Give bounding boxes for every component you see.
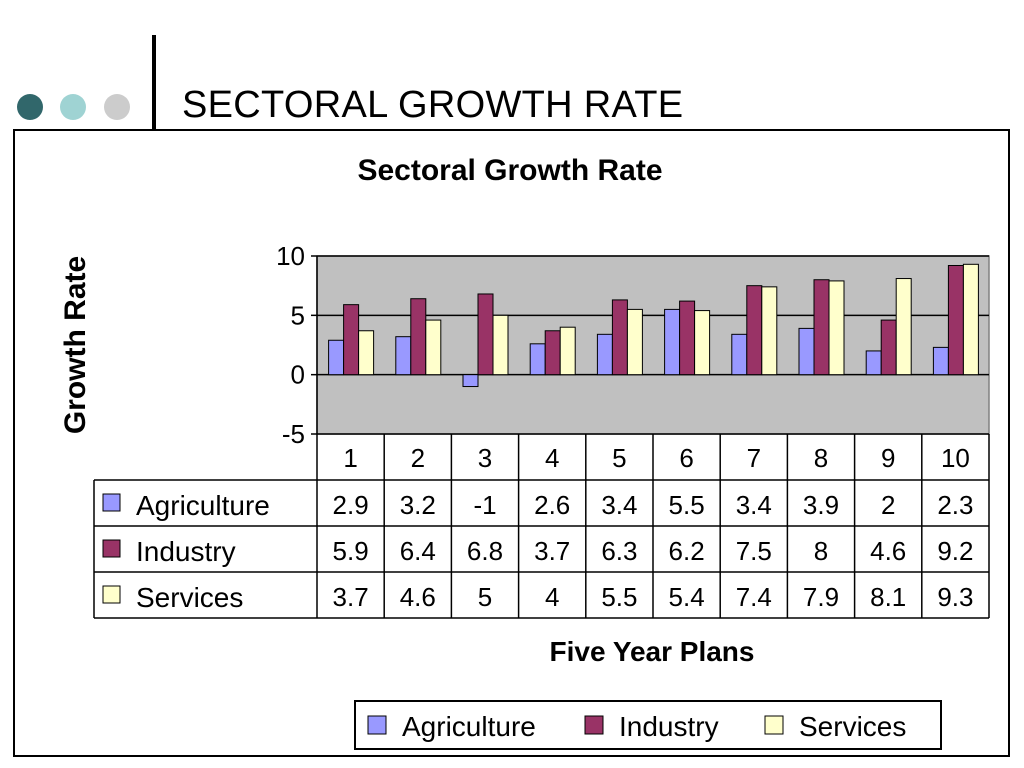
- data-label: 5.5: [669, 490, 705, 520]
- legend-key-services: [765, 716, 783, 734]
- bar-services-1: [359, 331, 374, 375]
- bar-agriculture-10: [933, 347, 948, 374]
- data-label: 4.6: [400, 582, 436, 612]
- table-row-label: Agriculture: [136, 490, 270, 521]
- data-label: 2: [881, 490, 895, 520]
- data-label: 2.3: [937, 490, 973, 520]
- table-legend-key-services: [103, 586, 120, 603]
- bar-industry-3: [478, 294, 493, 375]
- data-label: 3.4: [601, 490, 637, 520]
- chart-title: Sectoral Growth Rate: [357, 154, 662, 187]
- data-label: 6.8: [467, 536, 503, 566]
- bar-chart: Sectoral Growth Rate Growth Rate 10 5 0 -5 1 2 3…: [15, 131, 1010, 757]
- data-label: 4.6: [870, 536, 906, 566]
- bar-services-4: [560, 327, 575, 374]
- x-tick-label: 3: [478, 443, 492, 473]
- bar-industry-10: [948, 265, 963, 374]
- data-label: 8.1: [870, 582, 906, 612]
- data-label: 2.9: [333, 490, 369, 520]
- data-label: 3.4: [736, 490, 772, 520]
- bar-services-9: [896, 279, 911, 375]
- bar-agriculture-6: [665, 309, 680, 374]
- table-legend-key-agriculture: [103, 494, 120, 511]
- bar-agriculture-5: [597, 334, 612, 374]
- bar-agriculture-4: [530, 344, 545, 375]
- bar-agriculture-3: [463, 375, 478, 387]
- slide-dot-grey: [104, 94, 130, 120]
- x-tick-label: 9: [881, 443, 895, 473]
- data-label: 5.5: [601, 582, 637, 612]
- bar-industry-7: [747, 286, 762, 375]
- legend-key-agriculture: [368, 716, 386, 734]
- bar-agriculture-7: [732, 334, 747, 374]
- bar-agriculture-1: [329, 340, 344, 374]
- data-label: 3.9: [803, 490, 839, 520]
- bar-services-6: [695, 311, 710, 375]
- bar-agriculture-8: [799, 328, 814, 374]
- y-tick-label: 5: [291, 300, 305, 330]
- bar-industry-6: [680, 301, 695, 375]
- data-label: 6.3: [601, 536, 637, 566]
- y-axis-label: Growth Rate: [59, 256, 92, 434]
- bar-services-2: [426, 320, 441, 375]
- bar-services-7: [762, 287, 777, 375]
- data-label: 9.3: [937, 582, 973, 612]
- data-label: 5.9: [333, 536, 369, 566]
- bar-services-10: [963, 264, 978, 374]
- data-label: 4: [545, 582, 559, 612]
- table-row-label: Services: [136, 582, 243, 613]
- bar-industry-9: [881, 320, 896, 375]
- x-tick-label: 5: [612, 443, 626, 473]
- x-tick-label: 7: [747, 443, 761, 473]
- slide-dot-teal: [60, 94, 86, 120]
- data-label: 8: [814, 536, 828, 566]
- legend-label: Services: [799, 711, 906, 742]
- x-tick-label: 4: [545, 443, 559, 473]
- data-label: 9.2: [937, 536, 973, 566]
- data-label: 7.5: [736, 536, 772, 566]
- bar-industry-4: [545, 331, 560, 375]
- y-tick-label: 0: [291, 360, 305, 390]
- bar-services-3: [493, 315, 508, 374]
- legend-label: Agriculture: [402, 711, 536, 742]
- data-label: 5: [478, 582, 492, 612]
- data-label: 3.7: [534, 536, 570, 566]
- title-divider: [152, 35, 156, 130]
- x-tick-label: 10: [941, 443, 970, 473]
- bar-services-5: [627, 309, 642, 374]
- data-label: 7.9: [803, 582, 839, 612]
- bar-industry-5: [612, 300, 627, 375]
- legend-label: Industry: [619, 711, 719, 742]
- data-label: 6.4: [400, 536, 436, 566]
- x-tick-label: 2: [411, 443, 425, 473]
- chart-frame: Sectoral Growth Rate Growth Rate 10 5 0 -5 1 2 3…: [13, 129, 1010, 757]
- data-label: 7.4: [736, 582, 772, 612]
- y-tick-label: -5: [282, 419, 305, 449]
- x-axis-label: Five Year Plans: [550, 636, 755, 667]
- data-label: -1: [473, 490, 496, 520]
- data-label: 5.4: [669, 582, 705, 612]
- x-tick-label: 6: [679, 443, 693, 473]
- x-tick-label: 1: [343, 443, 357, 473]
- data-label: 3.7: [333, 582, 369, 612]
- y-tick-label: 10: [276, 241, 305, 271]
- data-label: 6.2: [669, 536, 705, 566]
- table-legend-key-industry: [103, 540, 120, 557]
- bar-industry-8: [814, 280, 829, 375]
- bar-industry-2: [411, 299, 426, 375]
- table-row-label: Industry: [136, 536, 236, 567]
- slide-title: SECTORAL GROWTH RATE: [182, 84, 683, 127]
- bar-industry-1: [344, 305, 359, 375]
- bar-agriculture-2: [396, 337, 411, 375]
- x-tick-label: 8: [814, 443, 828, 473]
- data-label: 3.2: [400, 490, 436, 520]
- legend-key-industry: [585, 716, 603, 734]
- bar-agriculture-9: [866, 351, 881, 375]
- slide-dot-dark: [17, 94, 43, 120]
- bar-services-8: [829, 281, 844, 375]
- data-label: 2.6: [534, 490, 570, 520]
